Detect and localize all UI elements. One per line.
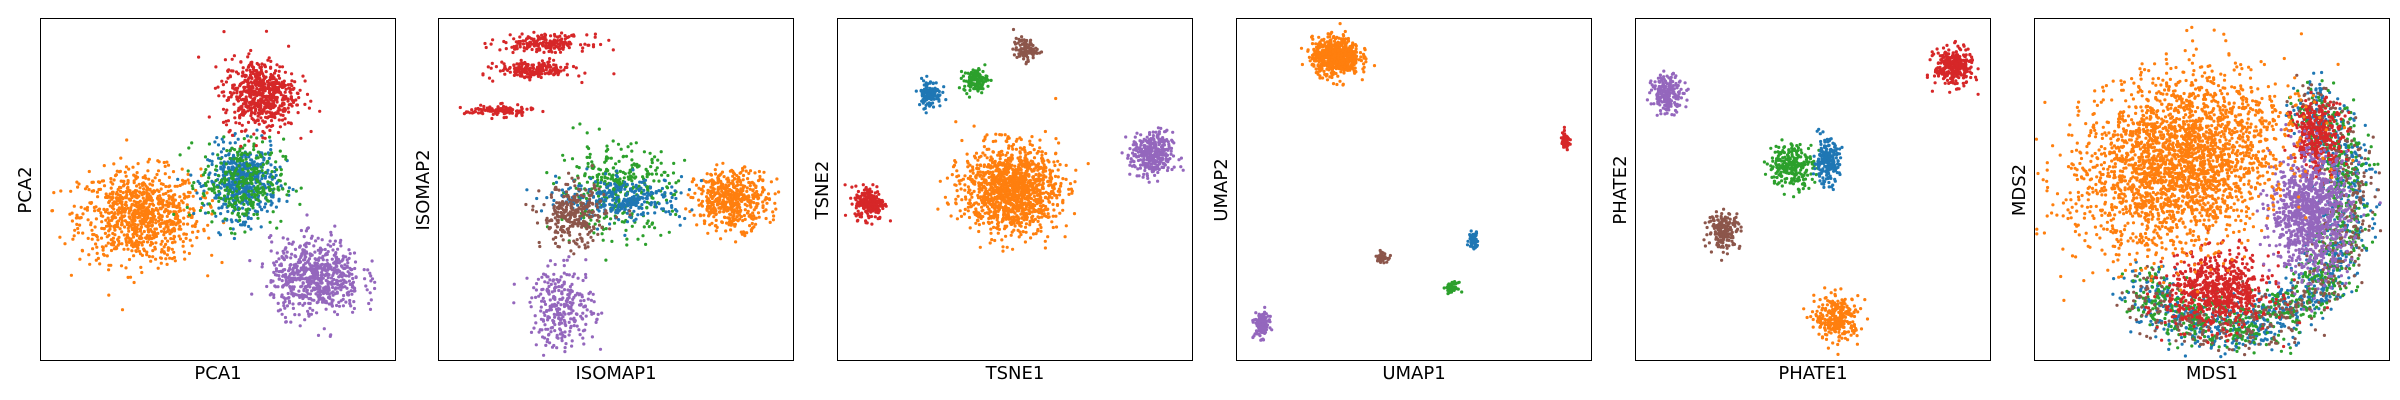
cluster-orange-3 [684, 161, 781, 244]
umap-ylabel: UMAP2 [1211, 158, 1232, 222]
cluster-orange-0 [936, 96, 1090, 253]
phate-plot [1635, 18, 1991, 361]
mds-xlabel: MDS1 [2185, 363, 2239, 384]
cluster-blue-3 [914, 74, 948, 115]
cluster-orange-6 [2035, 25, 2355, 302]
cluster-brown-4 [1702, 207, 1743, 262]
cluster-purple-7 [512, 255, 604, 357]
cluster-orange-5 [1802, 286, 1870, 356]
pca-xlabel: PCA1 [194, 363, 242, 384]
tsne-ylabel: TSNE2 [812, 160, 833, 220]
cluster-red-1 [481, 57, 616, 85]
phate-xlabel: PHATE1 [1778, 363, 1848, 384]
cluster-red-2 [458, 101, 545, 121]
phate-scatter [1645, 39, 1980, 356]
isomap-xlabel: ISOMAP1 [575, 363, 657, 384]
isomap-scatter [458, 30, 781, 357]
cluster-blue-3 [1811, 127, 1844, 192]
cluster-purple-1 [1645, 69, 1690, 117]
cluster-green-4 [1442, 280, 1464, 296]
pca-scatter [50, 29, 377, 338]
tsne-plot [837, 18, 1193, 361]
cluster-purple-1 [1120, 126, 1185, 184]
mds-scatter [2035, 25, 2383, 359]
cluster-brown-5 [1011, 27, 1044, 66]
tsne-scatter [843, 27, 1185, 253]
umap-xlabel: UMAP1 [1382, 363, 1446, 384]
tsne-xlabel: TSNE1 [985, 363, 1045, 384]
cluster-orange-0 [1299, 22, 1377, 87]
cluster-blue-1 [176, 128, 295, 241]
cluster-brown-3 [1374, 248, 1392, 265]
pca-ylabel: PCA2 [15, 166, 36, 214]
cluster-blue-5 [525, 167, 703, 237]
isomap-ylabel: ISOMAP2 [413, 149, 434, 231]
mds-ylabel: MDS2 [2009, 163, 2030, 217]
mds-plot [2034, 18, 2390, 361]
cluster-red-0 [1925, 39, 1980, 96]
cluster-blue-2 [1465, 229, 1480, 251]
umap-scatter [1251, 22, 1572, 342]
cluster-red-1 [1559, 125, 1572, 152]
cluster-purple-4 [248, 213, 377, 338]
cluster-purple-5 [1251, 305, 1274, 342]
cluster-red-3 [2144, 228, 2329, 349]
isomap-plot [438, 18, 794, 361]
cluster-red-0 [483, 30, 615, 55]
phate-ylabel: PHATE2 [1610, 155, 1631, 225]
cluster-orange-0 [50, 138, 237, 312]
cluster-red-2 [843, 183, 892, 226]
cluster-green-2 [172, 135, 303, 236]
pca-plot [40, 18, 396, 361]
cluster-green-4 [957, 63, 993, 99]
umap-plot [1236, 18, 1592, 361]
cluster-brown-6 [524, 164, 632, 256]
cluster-green-2 [1762, 138, 1821, 199]
cluster-red-3 [197, 29, 322, 148]
